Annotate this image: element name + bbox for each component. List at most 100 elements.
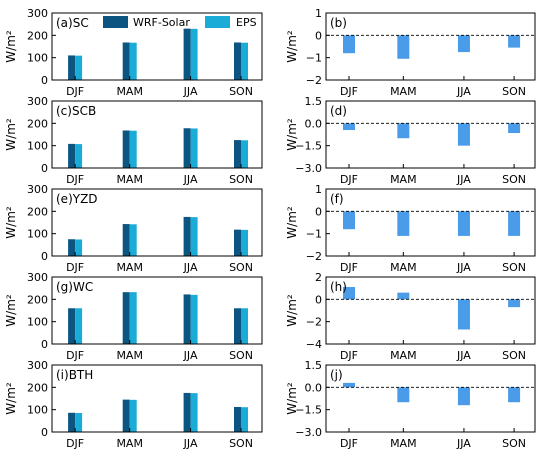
difference-bar-jja: [457, 123, 470, 146]
panel-j: −3.0 −1.5 0.0 1.5 DJF MAM JJA SON W/m² (j): [285, 359, 536, 450]
difference-bar-son: [508, 299, 521, 308]
x-tick-label: DJF: [66, 437, 84, 450]
bar-wrf-solar-mam: [122, 130, 130, 168]
y-tick-label: 300: [27, 95, 48, 108]
x-tick-label: JJA: [183, 173, 198, 186]
bar-eps-djf: [75, 413, 83, 432]
bar-eps-mam: [129, 224, 137, 256]
plot-frame: [51, 188, 263, 257]
bar-eps-son: [241, 42, 248, 80]
y-tick-label: 1.5: [305, 95, 323, 108]
plot-frame: [51, 276, 263, 345]
y-axis-label: W/m²: [285, 206, 299, 239]
x-tick-label: MAM: [116, 437, 143, 450]
x-tick-label: MAM: [116, 85, 143, 98]
y-axis-label: W/m²: [4, 382, 18, 415]
difference-bar-son: [508, 123, 521, 134]
y-tick-label: −1.5: [295, 404, 322, 417]
y-tick-label: 0: [315, 293, 322, 306]
bar-wrf-solar-djf: [68, 412, 76, 432]
bar-eps-jja: [190, 393, 198, 432]
x-tick-label: MAM: [116, 173, 143, 186]
bar-wrf-solar-djf: [68, 143, 76, 168]
y-tick-label: 2: [315, 271, 322, 284]
y-tick-label: 0: [41, 162, 48, 175]
bar-wrf-solar-jja: [183, 28, 191, 81]
x-tick-label: JJA: [456, 349, 471, 362]
panel-label: (h): [330, 280, 347, 294]
y-tick-label: 200: [27, 381, 48, 394]
bar-wrf-solar-djf: [68, 308, 76, 344]
y-tick-label: 200: [27, 29, 48, 42]
bar-eps-jja: [190, 294, 198, 344]
x-tick-label: SON: [502, 437, 526, 450]
x-tick-label: MAM: [390, 85, 417, 98]
y-tick-label: −3.0: [295, 162, 322, 175]
x-tick-label: MAM: [116, 349, 143, 362]
difference-bar-jja: [457, 387, 470, 406]
legend-label-eps: EPS: [236, 16, 257, 29]
x-tick-label: JJA: [183, 85, 198, 98]
x-tick-label: JJA: [183, 349, 198, 362]
x-tick-label: DJF: [66, 85, 84, 98]
x-tick-label: DJF: [66, 261, 84, 274]
x-tick-label: SON: [502, 261, 526, 274]
plot-frame: [325, 364, 536, 433]
bar-wrf-solar-son: [234, 308, 241, 344]
difference-bar-mam: [397, 387, 410, 403]
bar-wrf-solar-jja: [183, 128, 191, 168]
y-tick-label: 0.0: [305, 117, 323, 130]
panel-label: (j): [330, 368, 343, 382]
y-tick-label: 0: [315, 205, 322, 218]
panel-label: (a)SC: [56, 16, 89, 30]
difference-bar-jja: [457, 211, 470, 236]
y-tick-label: −1: [306, 228, 322, 241]
bar-eps-djf: [75, 144, 83, 168]
panel-label: (c)SCB: [56, 104, 96, 118]
bar-eps-jja: [190, 217, 198, 256]
y-tick-label: 1: [315, 183, 322, 196]
y-axis-label: W/m²: [4, 294, 18, 327]
y-tick-label: 0: [41, 338, 48, 351]
y-tick-label: 0.0: [305, 381, 323, 394]
legend-swatch-wrf-solar: [103, 16, 128, 28]
panel-e: 0 100 200 300 DJF MAM JJA SON W/m² (e)YZD: [4, 183, 263, 274]
panel-d: −3.0 −1.5 0.0 1.5 DJF MAM JJA SON W/m² (d): [285, 95, 536, 186]
plot-frame: [325, 188, 536, 257]
x-tick-label: SON: [229, 349, 253, 362]
bar-eps-mam: [129, 130, 137, 168]
y-axis-label: W/m²: [4, 30, 18, 63]
difference-bar-mam: [397, 123, 410, 139]
x-tick-label: SON: [229, 437, 253, 450]
bar-eps-djf: [75, 55, 83, 80]
y-tick-label: −1: [306, 52, 322, 65]
difference-bar-son: [508, 35, 521, 48]
x-tick-label: JJA: [456, 437, 471, 450]
x-tick-label: DJF: [340, 173, 358, 186]
x-tick-label: DJF: [66, 173, 84, 186]
plot-frame: [325, 12, 536, 81]
x-tick-label: SON: [502, 85, 526, 98]
panel-f: −2 −1 0 1 DJF MAM JJA SON W/m² (f): [285, 183, 536, 274]
bar-eps-son: [241, 229, 248, 256]
difference-bar-son: [508, 387, 521, 403]
plot-frame: [51, 364, 263, 433]
plot-frame: [51, 100, 263, 169]
bar-wrf-solar-jja: [183, 216, 191, 256]
y-tick-label: −3.0: [295, 426, 322, 439]
x-tick-label: SON: [229, 261, 253, 274]
y-tick-label: 200: [27, 205, 48, 218]
y-tick-label: 100: [27, 52, 48, 65]
difference-bar-djf: [342, 123, 355, 131]
y-tick-label: 200: [27, 293, 48, 306]
y-axis-label: W/m²: [4, 118, 18, 151]
difference-bar-djf: [342, 35, 355, 54]
x-tick-label: JJA: [183, 261, 198, 274]
x-tick-label: DJF: [340, 349, 358, 362]
y-axis-label: W/m²: [285, 30, 299, 63]
x-tick-label: MAM: [390, 437, 417, 450]
x-tick-label: MAM: [390, 349, 417, 362]
bar-eps-mam: [129, 399, 137, 432]
y-tick-label: 100: [27, 404, 48, 417]
panel-c: 0 100 200 300 DJF MAM JJA SON W/m² (c)SCB: [4, 95, 263, 186]
